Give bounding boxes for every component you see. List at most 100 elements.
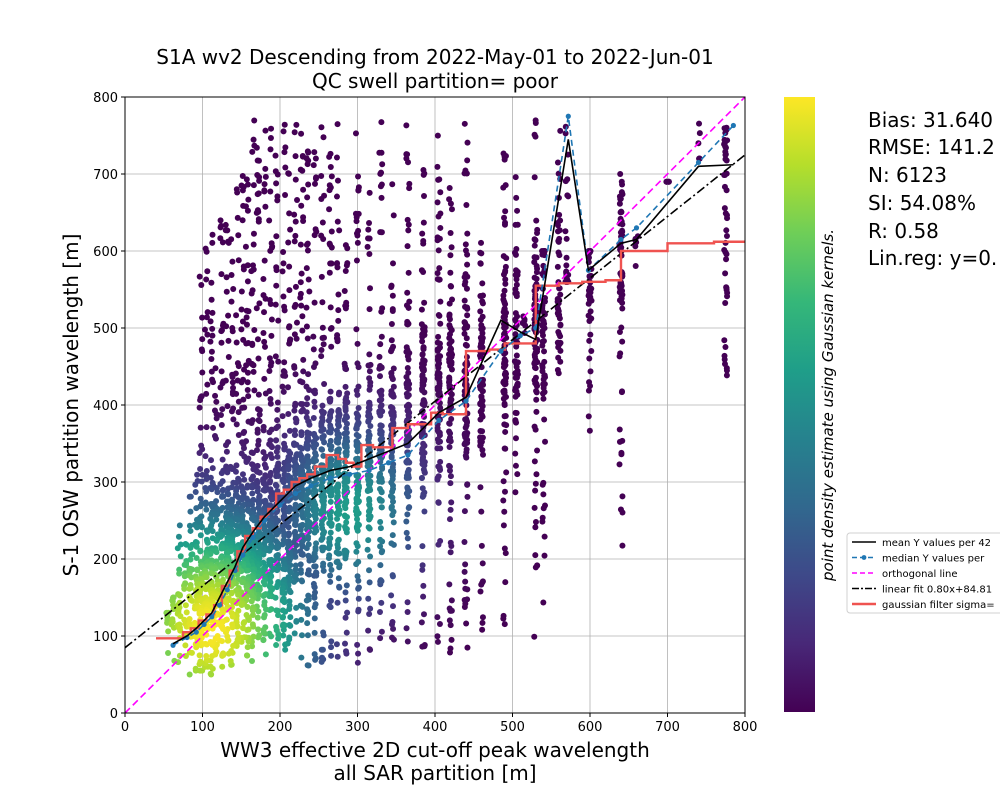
scatter-point xyxy=(354,391,361,398)
scatter-point xyxy=(192,665,199,672)
scatter-point xyxy=(477,249,484,256)
scatter-point xyxy=(513,194,520,201)
scatter-point xyxy=(419,366,426,373)
scatter-point xyxy=(419,485,426,492)
scatter-point xyxy=(208,279,215,286)
scatter-point xyxy=(478,508,485,515)
scatter-point xyxy=(321,528,328,535)
scatter-point xyxy=(240,445,247,452)
scatter-point xyxy=(632,263,639,270)
scatter-point xyxy=(298,577,305,584)
stat-rmse: RMSE: 141.2 xyxy=(868,135,995,159)
scatter-point xyxy=(293,419,300,426)
scatter-point xyxy=(353,218,360,225)
scatter-point xyxy=(377,536,384,543)
scatter-point xyxy=(344,609,351,616)
scatter-point xyxy=(501,488,508,495)
scatter-point xyxy=(328,228,335,235)
scatter-point xyxy=(234,214,241,221)
scatter-point xyxy=(203,468,210,475)
scatter-point xyxy=(328,566,335,573)
scatter-point xyxy=(722,270,729,277)
scatter-point xyxy=(234,630,241,637)
scatter-point xyxy=(272,301,279,308)
scatter-point xyxy=(235,398,242,405)
scatter-point xyxy=(297,561,304,568)
scatter-point xyxy=(197,658,204,665)
scatter-point xyxy=(197,424,204,431)
scatter-point xyxy=(188,649,195,656)
scatter-point xyxy=(286,622,293,629)
legend-marker xyxy=(861,555,867,560)
scatter-point xyxy=(390,365,397,372)
scatter-point xyxy=(267,146,274,153)
scatter-point xyxy=(335,575,342,582)
series-lines xyxy=(125,97,745,713)
scatter-point xyxy=(274,171,281,178)
scatter-point xyxy=(342,589,349,596)
scatter-point xyxy=(213,537,220,544)
scatter-point xyxy=(291,238,298,245)
scatter-point xyxy=(540,491,547,498)
scatter-point xyxy=(479,330,486,337)
scatter-point xyxy=(304,506,311,513)
scatter-point xyxy=(377,412,384,419)
scatter-point xyxy=(305,149,312,156)
scatter-point xyxy=(378,119,385,126)
scatter-point xyxy=(724,215,731,222)
scatter-point xyxy=(310,415,317,422)
scatter-point xyxy=(238,379,245,386)
scatter-point xyxy=(419,543,426,550)
scatter-point xyxy=(616,297,623,304)
scatter-point xyxy=(291,573,298,580)
scatter-point xyxy=(389,532,396,539)
scatter-point xyxy=(233,339,240,346)
scatter-point xyxy=(512,489,519,496)
chart-title: S1A wv2 Descending from 2022-May-01 to 2… xyxy=(156,45,713,69)
scatter-point xyxy=(224,227,231,234)
scatter-point xyxy=(376,353,383,360)
scatter-point xyxy=(354,340,361,347)
scatter-point xyxy=(477,385,484,392)
scatter-point xyxy=(299,379,306,386)
scatter-point xyxy=(198,282,205,289)
scatter-point xyxy=(562,123,569,130)
scatter-point xyxy=(272,152,279,159)
scatter-point xyxy=(193,539,200,546)
scatter-point xyxy=(223,442,230,449)
scatter-point xyxy=(320,334,327,341)
scatter-point xyxy=(328,244,335,251)
scatter-point xyxy=(554,298,561,305)
scatter-point xyxy=(267,134,274,141)
scatter-point xyxy=(365,627,372,634)
scatter-point xyxy=(213,398,220,405)
scatter-point xyxy=(274,453,281,460)
scatter-point xyxy=(723,367,730,374)
scatter-point xyxy=(230,286,237,293)
scatter-point xyxy=(181,573,188,580)
scatter-point xyxy=(405,159,412,166)
scatter-point xyxy=(366,579,373,586)
scatter-point xyxy=(464,251,471,258)
scatter-point xyxy=(334,558,341,565)
scatter-point xyxy=(501,390,508,397)
scatter-point xyxy=(477,416,484,423)
scatter-point xyxy=(389,618,396,625)
scatter-point xyxy=(539,481,546,488)
scatter-point xyxy=(256,407,263,414)
scatter-point xyxy=(557,333,564,340)
scatter-point xyxy=(448,499,455,506)
scatter-point xyxy=(403,625,410,632)
median-marker xyxy=(347,471,353,477)
scatter-point xyxy=(275,472,282,479)
scatter-point xyxy=(305,501,312,508)
scatter-point xyxy=(342,505,349,512)
scatter-point xyxy=(388,540,395,547)
scatter-point xyxy=(282,641,289,648)
scatter-point xyxy=(335,317,342,324)
scatter-point xyxy=(463,285,470,292)
scatter-point xyxy=(557,127,564,134)
scatter-point xyxy=(462,561,469,568)
scatter-point xyxy=(721,337,728,344)
scatter-point xyxy=(366,368,373,375)
